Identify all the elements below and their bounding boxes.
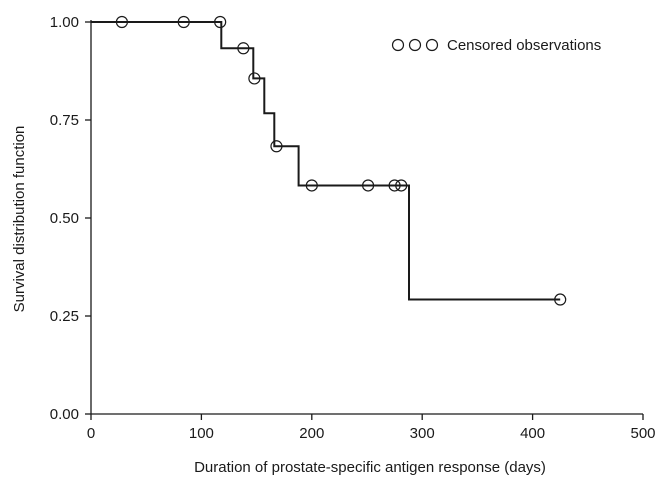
censored-marker xyxy=(554,293,567,306)
x-axis-label: Duration of prostate-specific antigen re… xyxy=(194,459,546,476)
censored-markers xyxy=(115,15,567,306)
x-tick-label: 0 xyxy=(87,425,95,442)
x-ticks: 0 100 200 300 400 500 xyxy=(87,414,656,442)
censored-marker xyxy=(362,179,375,192)
y-tick-label: 1.00 xyxy=(50,14,79,31)
x-tick-label: 300 xyxy=(410,425,435,442)
censored-marker xyxy=(248,72,261,85)
axes xyxy=(90,20,643,415)
survival-step-line xyxy=(91,21,561,301)
y-tick-label: 0.25 xyxy=(50,308,79,325)
censored-marker xyxy=(237,42,250,55)
legend-marker-icon xyxy=(391,38,405,52)
legend: Censored observations xyxy=(391,37,601,54)
x-tick-label: 200 xyxy=(299,425,324,442)
censored-marker xyxy=(214,15,227,29)
censored-marker xyxy=(395,179,408,192)
censored-marker xyxy=(388,179,401,192)
legend-marker-icon xyxy=(425,38,439,52)
y-tick-label: 0.75 xyxy=(50,112,79,129)
y-tick-label: 0.00 xyxy=(50,406,79,423)
y-axis-label: Survival distribution function xyxy=(11,126,28,313)
y-tick-label: 0.50 xyxy=(50,210,79,227)
legend-marker-icon xyxy=(408,38,422,52)
censored-marker xyxy=(305,179,318,192)
censored-marker xyxy=(270,140,283,153)
legend-label: Censored observations xyxy=(447,37,601,54)
legend-symbols xyxy=(391,38,439,52)
y-ticks: 0.00 0.25 0.50 0.75 1.00 xyxy=(50,14,91,423)
x-tick-label: 100 xyxy=(189,425,214,442)
x-tick-label: 500 xyxy=(630,425,655,442)
x-tick-label: 400 xyxy=(520,425,545,442)
censored-marker xyxy=(177,15,190,29)
censored-marker xyxy=(115,15,129,29)
